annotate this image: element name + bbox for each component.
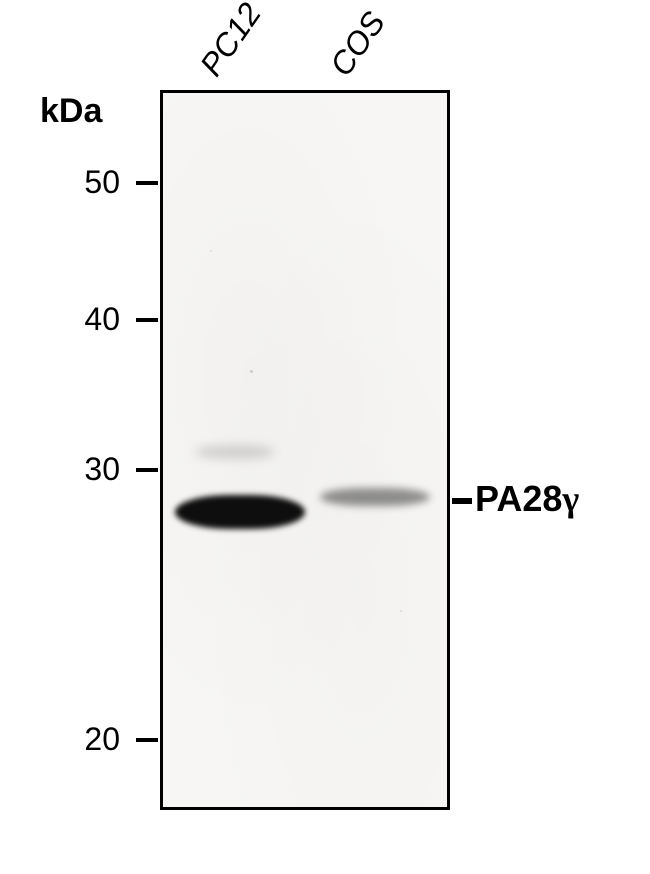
band-label-gamma: γ (562, 479, 579, 519)
marker-label-30: 30 (84, 451, 120, 488)
marker-tick-40 (136, 318, 158, 322)
marker-tick-30 (136, 468, 158, 472)
noise-speck (210, 250, 212, 252)
band-PC12 (175, 495, 305, 529)
lane-label-cos: COS (323, 5, 393, 83)
marker-label-20: 20 (84, 721, 120, 758)
marker-tick-50 (136, 181, 158, 185)
marker-label-50: 50 (84, 164, 120, 201)
blot-frame (160, 90, 450, 810)
band-PC12-upper-faint (195, 445, 275, 459)
western-blot-figure: kDa 50 40 30 20 PC12 COS PA28γ (0, 0, 650, 874)
noise-speck (400, 610, 402, 612)
kda-unit-label: kDa (40, 92, 102, 131)
marker-label-40: 40 (84, 301, 120, 338)
band-label-main: PA28 (475, 478, 562, 519)
band-pointer-tick (452, 498, 472, 504)
band-label-pa28gamma: PA28γ (475, 478, 579, 520)
noise-speck (250, 370, 253, 373)
band-COS (320, 488, 430, 506)
marker-tick-20 (136, 738, 158, 742)
lane-label-pc12: PC12 (193, 0, 269, 83)
